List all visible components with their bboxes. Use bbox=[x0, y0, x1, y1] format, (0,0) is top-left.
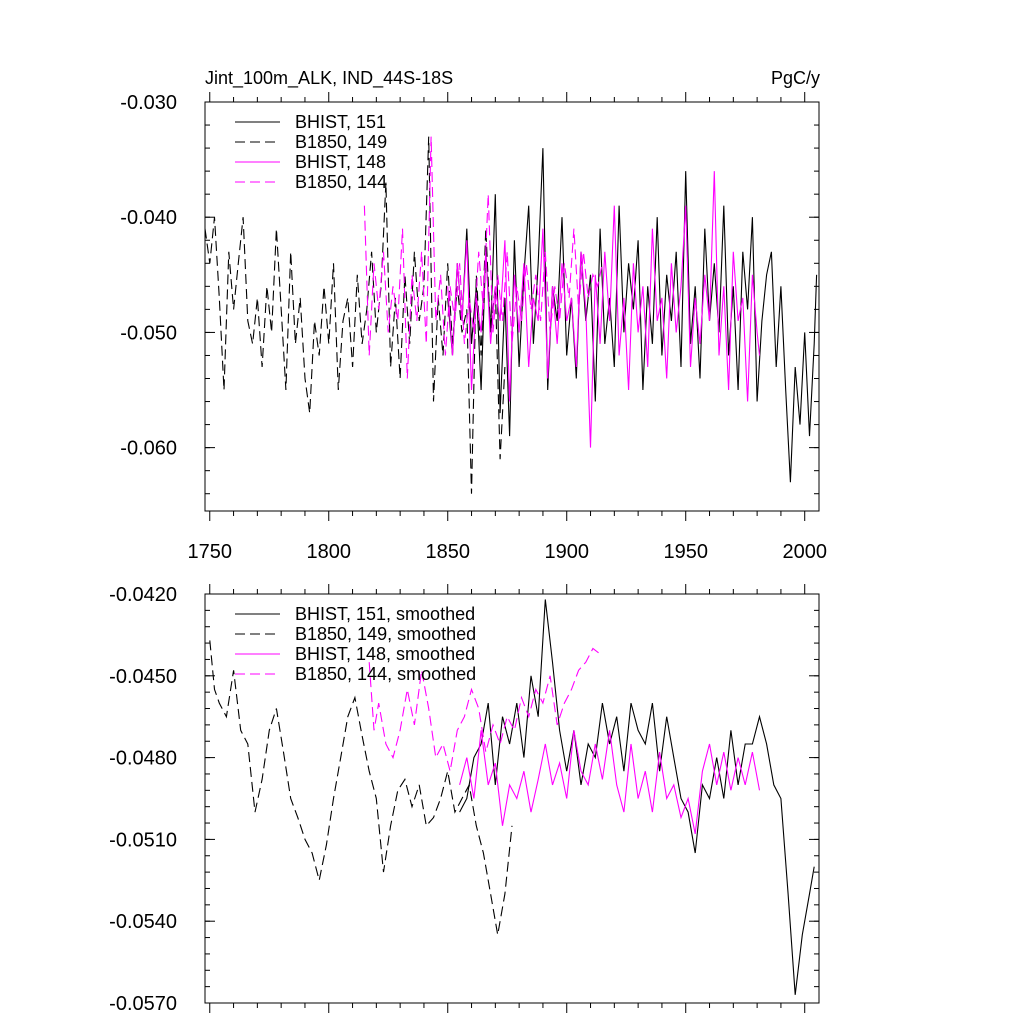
x-tick-label: 1850 bbox=[425, 541, 470, 563]
bottom-plot-frame bbox=[204, 593, 820, 1004]
y-tick-label: -0.0420 bbox=[109, 584, 177, 606]
legend-label-1: BHIST, 151, smoothed bbox=[295, 604, 475, 624]
series-line-4 bbox=[368, 647, 601, 772]
y-tick-label: -0.030 bbox=[120, 92, 177, 114]
y-tick-label: -0.040 bbox=[120, 207, 177, 229]
legend-label-4: B1850, 144 bbox=[295, 172, 387, 192]
series-line-3 bbox=[459, 730, 761, 835]
bottom-series-lines bbox=[209, 599, 815, 995]
series-line-2 bbox=[209, 640, 513, 935]
y-tick-label: -0.0540 bbox=[109, 911, 177, 933]
y-tick-label: -0.0510 bbox=[109, 829, 177, 851]
legend-label-4: B1850, 144, smoothed bbox=[295, 664, 476, 684]
series-line-4 bbox=[363, 136, 603, 379]
y-tick-label: -0.0480 bbox=[109, 748, 177, 770]
series-line-1 bbox=[459, 599, 815, 995]
x-tick-label: 1750 bbox=[188, 541, 233, 563]
y-tick-label: -0.0570 bbox=[109, 993, 177, 1015]
chart-title-left: Jint_100m_ALK, IND_44S-18S bbox=[205, 68, 453, 89]
legend-label-2: B1850, 149, smoothed bbox=[295, 624, 476, 644]
top-series-lines bbox=[204, 136, 818, 494]
top-axes: -0.030 -0.040 -0.050 -0.060 1750 1800 1850 1900… bbox=[120, 92, 827, 563]
legend-label-1: BHIST, 151 bbox=[295, 112, 386, 132]
series-line-1 bbox=[447, 148, 818, 483]
bottom-axes: -0.0420 -0.0450 -0.0480 -0.0510 -0.0540 -0.05… bbox=[109, 584, 819, 1015]
chart-title-right: PgC/y bbox=[771, 68, 820, 88]
legend-label-2: B1850, 149 bbox=[295, 132, 387, 152]
y-tick-label: -0.0450 bbox=[109, 666, 177, 688]
x-tick-label: 1950 bbox=[663, 541, 708, 563]
y-tick-label: -0.050 bbox=[120, 322, 177, 344]
x-tick-label: 2000 bbox=[782, 541, 827, 563]
legend-label-3: BHIST, 148, smoothed bbox=[295, 644, 475, 664]
legend-label-3: BHIST, 148 bbox=[295, 152, 386, 172]
x-tick-label: 1800 bbox=[307, 541, 352, 563]
top-plot-frame bbox=[204, 101, 820, 512]
y-tick-label: -0.060 bbox=[120, 438, 177, 460]
series-line-3 bbox=[447, 171, 761, 448]
x-tick-label: 1900 bbox=[544, 541, 589, 563]
